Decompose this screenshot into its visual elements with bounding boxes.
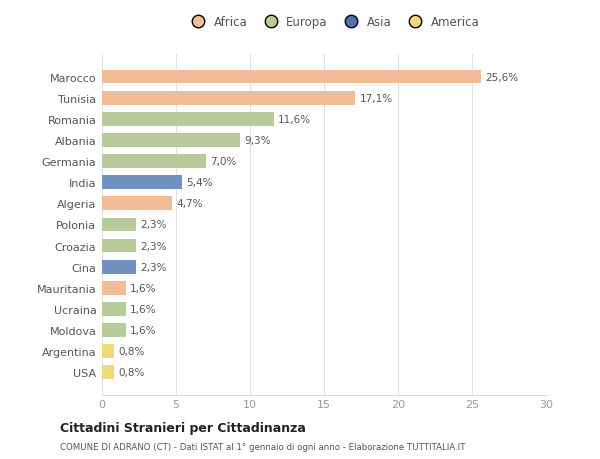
Bar (102, 112, 274, 126)
Bar (102, 345, 114, 358)
Bar (102, 239, 136, 253)
Text: 1,6%: 1,6% (130, 283, 157, 293)
Bar (102, 218, 136, 232)
Text: 1,6%: 1,6% (130, 304, 157, 314)
Text: COMUNE DI ADRANO (CT) - Dati ISTAT al 1° gennaio di ogni anno - Elaborazione TUT: COMUNE DI ADRANO (CT) - Dati ISTAT al 1°… (60, 442, 466, 451)
Text: Cittadini Stranieri per Cittadinanza: Cittadini Stranieri per Cittadinanza (60, 421, 306, 434)
Bar (102, 176, 182, 190)
Text: 5,4%: 5,4% (187, 178, 213, 188)
Text: 25,6%: 25,6% (485, 73, 518, 82)
Text: 17,1%: 17,1% (359, 94, 392, 103)
Text: 4,7%: 4,7% (176, 199, 203, 209)
Bar (102, 92, 355, 105)
Bar (102, 366, 114, 379)
Text: 2,3%: 2,3% (140, 220, 167, 230)
Text: 1,6%: 1,6% (130, 325, 157, 335)
Bar (102, 302, 125, 316)
Text: 2,3%: 2,3% (140, 262, 167, 272)
Legend: Africa, Europa, Asia, America: Africa, Europa, Asia, America (184, 13, 482, 31)
Bar (102, 134, 239, 147)
Text: 9,3%: 9,3% (244, 135, 271, 146)
Bar (102, 197, 172, 211)
Bar (102, 260, 136, 274)
Bar (102, 281, 125, 295)
Text: 0,8%: 0,8% (118, 368, 145, 377)
Text: 2,3%: 2,3% (140, 241, 167, 251)
Text: 0,8%: 0,8% (118, 347, 145, 356)
Text: 11,6%: 11,6% (278, 115, 311, 124)
Bar (102, 155, 206, 168)
Bar (102, 324, 125, 337)
Bar (102, 71, 481, 84)
Text: 7,0%: 7,0% (210, 157, 236, 167)
